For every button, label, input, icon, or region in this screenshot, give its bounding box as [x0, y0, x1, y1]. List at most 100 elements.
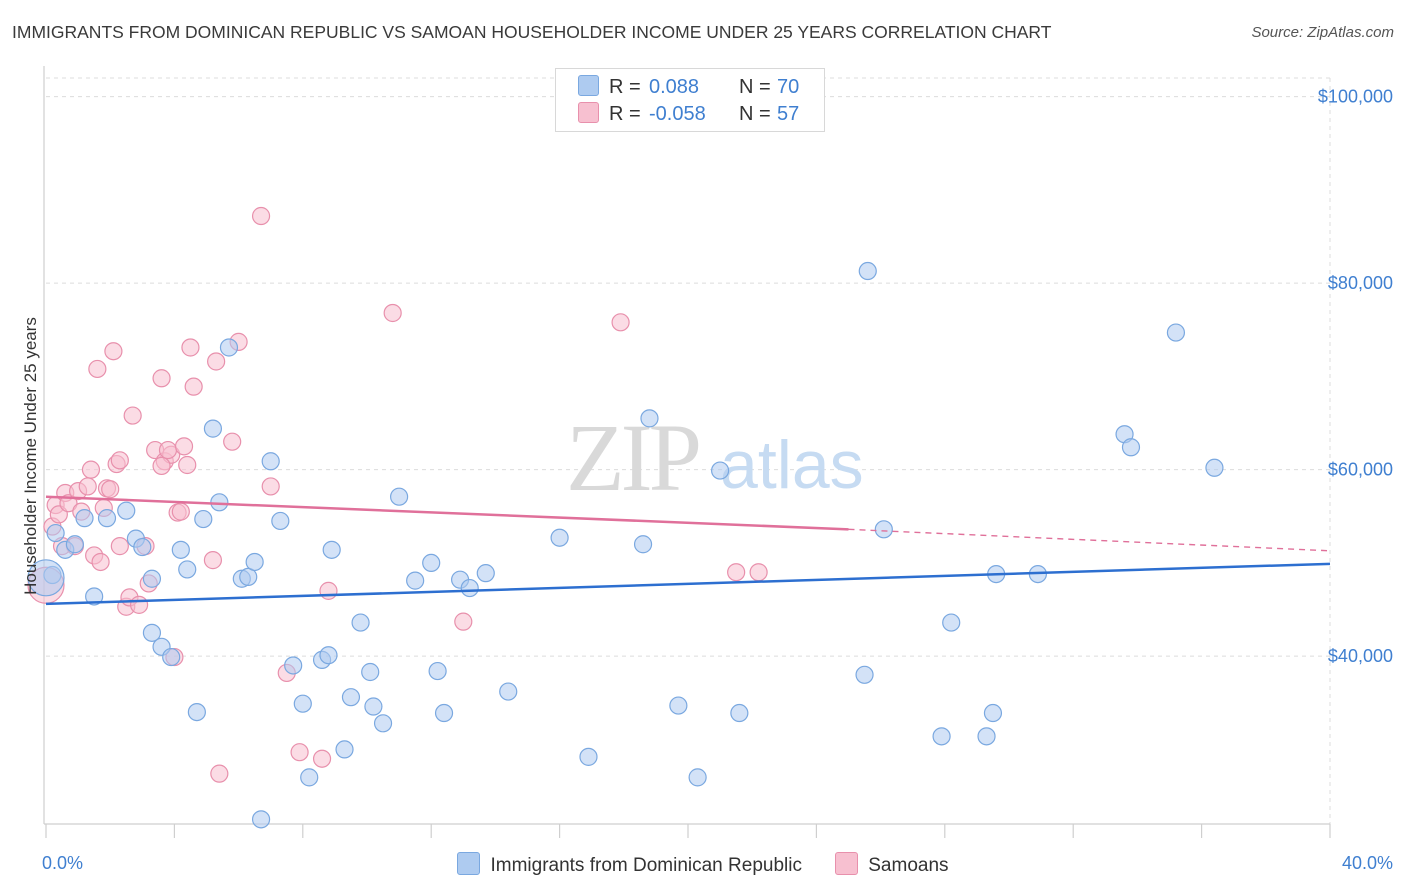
samoan-point — [129, 595, 149, 614]
dominican-point — [688, 768, 707, 787]
trend-line-dominican — [45, 562, 1331, 606]
y-tick-label: $80,000 — [1328, 273, 1393, 293]
dominican-point — [710, 461, 730, 480]
samoan-point — [312, 749, 332, 768]
series-label-samoans: Samoans — [868, 855, 949, 876]
samoan-point — [454, 612, 473, 631]
dominican-point — [194, 509, 213, 529]
legend-n-label: N = — [739, 76, 771, 98]
source-label: Source: ZipAtlas.com — [1251, 24, 1394, 41]
dominican-points — [27, 261, 1224, 829]
dominican-point — [364, 697, 383, 716]
samoan-point — [611, 313, 630, 332]
dominican-point — [171, 540, 190, 559]
samoan-point — [223, 432, 242, 451]
dominican-point — [322, 540, 341, 559]
legend-r-value: 0.088 — [649, 76, 700, 98]
dominican-point — [117, 501, 136, 520]
x-tick-label: 40.0% — [1342, 853, 1393, 873]
samoan-point — [178, 455, 197, 475]
samoan-point — [261, 477, 280, 496]
dominican-point — [97, 509, 117, 528]
dominican-point — [203, 419, 223, 438]
dominican-point — [550, 528, 569, 547]
dominican-point — [178, 560, 197, 579]
watermark-zip: ZIP — [566, 404, 699, 511]
samoan-point — [123, 406, 142, 425]
samoan-point — [174, 437, 194, 456]
dominican-point — [1166, 323, 1186, 342]
samoan-point — [91, 552, 110, 572]
dominican-point — [874, 520, 893, 539]
dominican-point — [640, 409, 659, 428]
samoan-point — [152, 369, 171, 388]
samoan-point — [104, 342, 123, 361]
samoan-point — [319, 581, 338, 600]
dominican-point — [1205, 458, 1224, 477]
samoans-points — [27, 206, 768, 783]
dominican-point — [187, 702, 206, 722]
series-swatch-samoans — [835, 852, 859, 875]
legend-r-label: R = — [609, 76, 641, 98]
dominican-point — [428, 661, 447, 681]
samoan-point — [171, 502, 190, 521]
legend-swatch-dominican — [578, 75, 599, 96]
legend: R = 0.088 N = 70 R = -0.058 N = 57 — [555, 68, 825, 132]
legend-row-samoans: R = -0.058 N = 57 — [578, 102, 799, 128]
dominican-point — [75, 509, 94, 528]
dominican-point — [983, 703, 1003, 723]
y-tick-label: $60,000 — [1328, 460, 1393, 480]
dominican-point — [300, 768, 319, 787]
dominican-point — [579, 747, 598, 766]
dominican-point — [341, 688, 361, 707]
dominican-point — [942, 613, 961, 632]
dominican-point — [335, 740, 354, 759]
dominican-point — [46, 523, 65, 543]
watermark-atlas: atlas — [720, 427, 864, 503]
dominican-point — [669, 696, 688, 715]
dominican-point — [142, 623, 162, 642]
y-tick-label: $40,000 — [1328, 646, 1393, 666]
samoan-point — [88, 359, 107, 379]
samoan-point — [184, 377, 203, 396]
dominican-point — [855, 665, 874, 684]
dominican-point — [162, 647, 181, 667]
dominican-point — [245, 552, 264, 572]
dominican-point — [319, 646, 338, 665]
dominican-point — [460, 578, 479, 598]
legend-swatch-samoans — [578, 102, 599, 123]
samoan-point — [110, 451, 129, 470]
series-legend-samoans: Samoans — [835, 852, 949, 877]
dominican-point — [633, 535, 653, 554]
dominican-point — [284, 656, 303, 675]
y-axis-label: Householder Income Under 25 years — [21, 317, 40, 595]
series-label-dominican: Immigrants from Dominican Republic — [490, 855, 802, 876]
trend-lines — [45, 495, 1331, 606]
dominican-point — [85, 587, 104, 606]
series-legend-dominican: Immigrants from Dominican Republic — [457, 852, 802, 877]
dominican-point — [361, 662, 380, 682]
legend-r-label: R = — [609, 103, 641, 125]
samoan-point — [110, 537, 129, 556]
dominican-point — [219, 338, 239, 357]
samoan-point — [207, 352, 226, 371]
dominican-point — [251, 810, 271, 829]
samoan-point — [210, 764, 229, 783]
dominican-point — [1121, 438, 1141, 457]
legend-row-dominican: R = 0.088 N = 70 — [578, 75, 799, 101]
samoan-point — [251, 206, 271, 226]
samoan-point — [158, 440, 178, 460]
x-tick-label: 0.0% — [42, 853, 83, 873]
dominican-point — [142, 569, 162, 588]
samoan-point — [727, 563, 746, 582]
series-swatch-dominican — [457, 852, 481, 875]
samoan-point — [152, 456, 171, 476]
dominican-point — [932, 727, 951, 746]
series-legend: Immigrants from Dominican Republic Samoa… — [0, 852, 1406, 877]
legend-r-value: -0.058 — [649, 103, 706, 125]
samoan-point — [749, 563, 768, 582]
dominican-point — [499, 682, 518, 701]
dominican-point — [293, 694, 312, 713]
dominican-point — [373, 714, 393, 733]
tick-labels: $40,000 $60,000 $80,000 $100,000 0.0% 40.0% — [42, 87, 1393, 873]
